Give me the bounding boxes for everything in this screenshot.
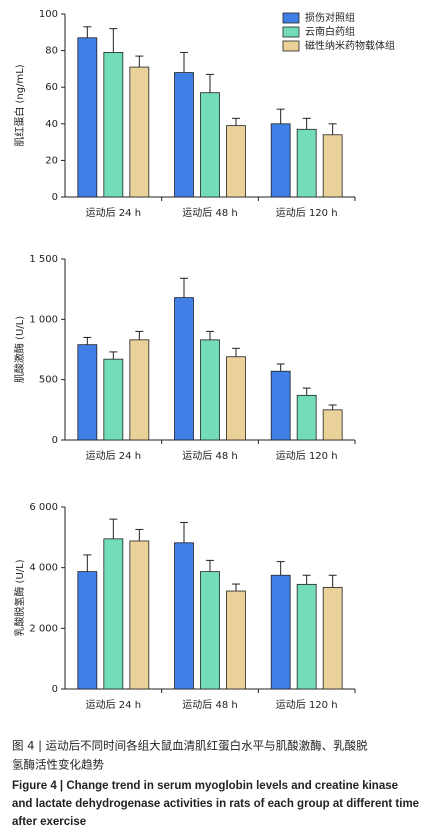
bar xyxy=(129,66,150,198)
legend-swatch xyxy=(282,26,300,38)
y-tick-label: 2 000 xyxy=(29,623,58,634)
bar xyxy=(270,574,291,690)
y-tick-label: 20 xyxy=(45,155,58,166)
caption-en: after exercise xyxy=(12,816,86,828)
y-tick-label: 0 xyxy=(52,435,58,446)
bar xyxy=(103,538,124,690)
y-axis-label: 肌酸激酶 (U/L) xyxy=(13,316,26,383)
caption-zh: 图 4 | 运动后不同时间各组大鼠血清肌红蛋白水平与肌酸激酶、乳酸脱 xyxy=(12,739,368,753)
bar xyxy=(322,134,343,198)
bar xyxy=(200,92,220,198)
bar xyxy=(200,339,220,441)
caption-zh: 氢酶活性变化趋势 xyxy=(12,758,104,772)
x-tick-label: 运动后 24 h xyxy=(86,450,141,462)
bar xyxy=(174,72,194,198)
bar xyxy=(174,297,194,441)
bar xyxy=(129,339,150,441)
y-tick-label: 6 000 xyxy=(29,502,58,513)
y-tick-label: 100 xyxy=(39,9,58,20)
y-axis-label: 肌红蛋白 (ng/mL) xyxy=(13,64,26,146)
y-tick-label: 60 xyxy=(45,82,58,93)
bar xyxy=(226,356,246,441)
legend-swatch xyxy=(282,12,300,24)
bar xyxy=(77,571,98,690)
bar xyxy=(77,344,98,441)
x-tick-label: 运动后 120 h xyxy=(276,699,338,711)
bar xyxy=(103,52,124,198)
x-tick-label: 运动后 48 h xyxy=(182,450,237,462)
legend-label: 云南白药组 xyxy=(305,25,355,38)
bar xyxy=(200,571,220,690)
bar xyxy=(322,409,343,441)
bar xyxy=(103,358,124,441)
bar xyxy=(174,542,194,690)
x-tick-label: 运动后 24 h xyxy=(86,207,141,219)
bar xyxy=(296,394,317,441)
y-tick-label: 80 xyxy=(45,46,58,57)
x-tick-label: 运动后 120 h xyxy=(276,207,338,219)
bar xyxy=(226,590,246,690)
y-tick-label: 0 xyxy=(52,684,58,695)
y-tick-label: 500 xyxy=(39,375,58,386)
bar xyxy=(322,586,343,690)
x-tick-label: 运动后 120 h xyxy=(276,450,338,462)
legend-label: 损伤对照组 xyxy=(305,11,355,24)
caption-en: and lactate dehydrogenase activities in … xyxy=(12,798,419,810)
bar xyxy=(270,123,291,198)
bar xyxy=(270,370,291,441)
y-tick-label: 0 xyxy=(52,192,58,203)
y-tick-label: 1 500 xyxy=(29,254,58,265)
y-tick-label: 4 000 xyxy=(29,563,58,574)
caption-en: Figure 4 | Change trend in serum myoglob… xyxy=(12,780,398,792)
x-tick-label: 运动后 24 h xyxy=(86,699,141,711)
legend-swatch xyxy=(282,40,300,52)
y-tick-label: 1 000 xyxy=(29,314,58,325)
x-tick-label: 运动后 48 h xyxy=(182,699,237,711)
legend-label: 磁性纳米药物载体组 xyxy=(305,39,395,52)
bar xyxy=(77,37,98,198)
x-tick-label: 运动后 48 h xyxy=(182,207,237,219)
bar xyxy=(296,583,317,690)
y-tick-label: 40 xyxy=(45,119,58,130)
bar xyxy=(226,125,246,198)
bar xyxy=(129,540,150,690)
y-axis-label: 乳酸脱氢酶 (U/L) xyxy=(13,559,26,636)
bar xyxy=(296,128,317,198)
